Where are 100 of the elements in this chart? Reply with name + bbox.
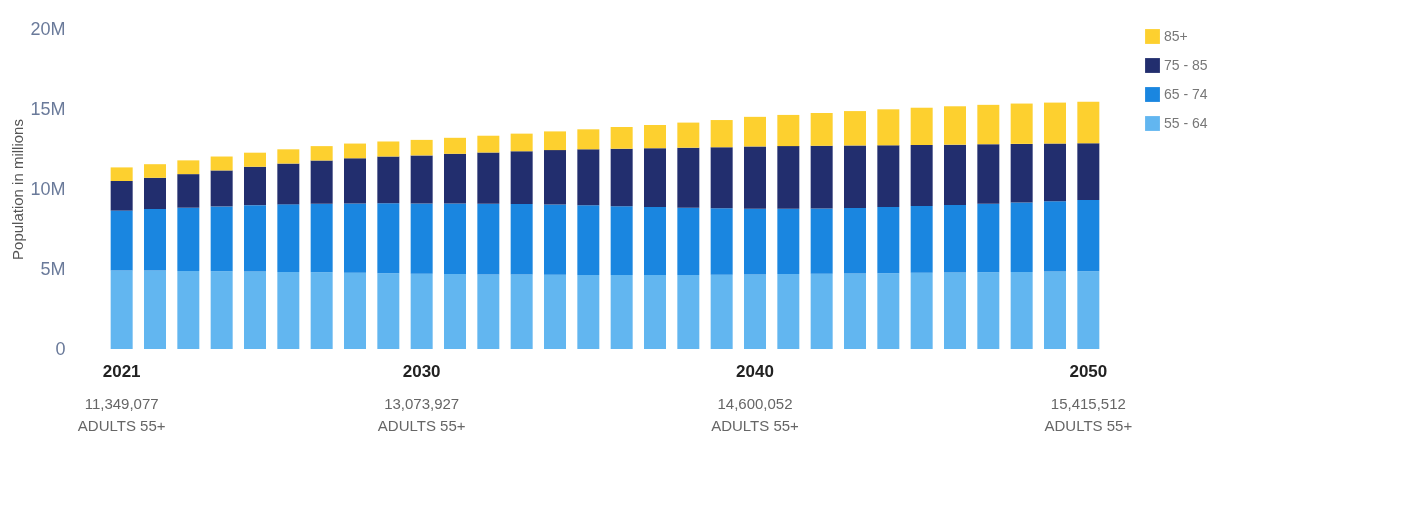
bar xyxy=(544,274,566,349)
bar xyxy=(177,174,200,208)
bar xyxy=(777,274,800,349)
bar xyxy=(410,273,433,349)
bar xyxy=(110,167,133,181)
bar xyxy=(944,272,966,349)
bar xyxy=(910,145,933,207)
bar xyxy=(110,181,133,211)
bar xyxy=(477,135,500,153)
bar xyxy=(844,207,866,274)
bar xyxy=(644,275,666,349)
bar xyxy=(1044,102,1066,144)
bar xyxy=(777,114,800,147)
bar xyxy=(910,206,933,273)
text: ADULTS 55+ xyxy=(377,417,466,434)
bar xyxy=(877,273,900,349)
bar xyxy=(177,270,200,349)
bar xyxy=(144,270,166,349)
bar xyxy=(144,209,166,271)
bar xyxy=(644,207,666,276)
y-tick-label: 10M xyxy=(30,178,66,199)
bar xyxy=(644,125,666,149)
bar xyxy=(710,208,733,275)
bar xyxy=(1044,271,1066,349)
bar xyxy=(277,149,300,164)
bar xyxy=(1077,200,1100,272)
text: ADULTS 55+ xyxy=(1044,417,1133,434)
bar xyxy=(810,273,833,349)
bar xyxy=(310,146,333,161)
y-axis-title: Population in millions xyxy=(9,119,27,260)
bar xyxy=(844,111,866,146)
bar xyxy=(677,207,700,275)
x-tick-label: 2040 xyxy=(736,361,774,381)
bar xyxy=(277,271,300,349)
bar xyxy=(977,104,1000,145)
bar xyxy=(1010,271,1033,349)
bar xyxy=(410,203,433,274)
bar xyxy=(177,160,200,175)
bar xyxy=(577,205,600,275)
bar xyxy=(510,133,533,152)
bar xyxy=(944,106,966,145)
bar xyxy=(677,147,700,208)
bar xyxy=(144,164,166,178)
bar xyxy=(444,203,466,275)
bar xyxy=(344,272,366,349)
bar xyxy=(244,205,266,272)
bar xyxy=(677,274,700,349)
bar xyxy=(910,107,933,145)
bar xyxy=(477,152,500,204)
bar xyxy=(844,145,866,208)
bar xyxy=(877,145,900,208)
y-tick-label: 5M xyxy=(40,258,66,279)
bar xyxy=(877,109,900,146)
bar xyxy=(677,122,700,148)
bar xyxy=(977,144,1000,204)
bar xyxy=(844,273,866,349)
text: 13,073,927 xyxy=(384,395,460,412)
legend-label: 55 - 64 xyxy=(1164,114,1208,131)
bar xyxy=(210,206,233,272)
bar xyxy=(1077,143,1100,201)
bar xyxy=(444,153,466,204)
bar xyxy=(944,144,966,205)
bar xyxy=(310,272,333,349)
bar xyxy=(1010,143,1033,203)
bar xyxy=(1044,143,1066,202)
bar xyxy=(710,274,733,349)
bar xyxy=(244,271,266,349)
text: ADULTS 55+ xyxy=(77,417,166,434)
bar xyxy=(710,147,733,209)
bar xyxy=(177,207,200,271)
bar xyxy=(210,170,233,207)
bar xyxy=(344,203,366,273)
x-tick-label: 2030 xyxy=(402,361,441,381)
bar xyxy=(810,208,833,274)
legend-label: 65 - 74 xyxy=(1164,85,1208,102)
text: 14,600,052 xyxy=(717,395,793,412)
bar xyxy=(310,160,333,204)
bar xyxy=(910,272,933,349)
bar xyxy=(377,156,400,204)
x-tick-label: 2050 xyxy=(1069,361,1108,381)
bar xyxy=(977,272,1000,349)
bar xyxy=(410,155,433,204)
bar xyxy=(1044,201,1066,272)
bar xyxy=(110,270,133,349)
bar xyxy=(344,143,366,159)
bar xyxy=(110,210,133,271)
bar xyxy=(544,131,566,151)
bar xyxy=(744,274,766,349)
bar xyxy=(477,203,500,275)
bar xyxy=(644,148,666,208)
bar xyxy=(877,207,900,274)
bar xyxy=(944,205,966,273)
bar xyxy=(977,203,1000,273)
text: 15,415,512 xyxy=(1050,395,1126,412)
bar xyxy=(810,145,833,209)
bar xyxy=(210,156,233,171)
bar xyxy=(610,206,633,276)
bar xyxy=(1077,271,1100,349)
bar xyxy=(777,146,800,209)
bar xyxy=(610,148,633,207)
